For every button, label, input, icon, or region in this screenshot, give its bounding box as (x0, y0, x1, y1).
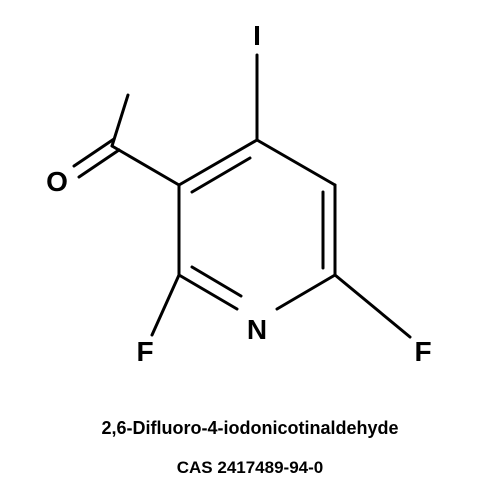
bond-fluorine-left (152, 275, 179, 335)
bond-carbonyl (74, 139, 114, 166)
atom-fluorine-right: F (414, 338, 431, 366)
bond-ring (257, 140, 335, 185)
atom-iodine: I (253, 22, 261, 50)
bond-ring-double (192, 267, 241, 296)
molecule-card: I O N F F 2,6-Difluoro-4-iodonicotinalde… (0, 0, 500, 500)
atom-fluorine-left: F (136, 338, 153, 366)
atom-nitrogen: N (247, 316, 267, 344)
bond-aldehyde-arm (112, 146, 179, 185)
compound-name: 2,6-Difluoro-4-iodonicotinaldehyde (0, 418, 500, 439)
cas-number: CAS 2417489-94-0 (0, 458, 500, 478)
bond-ring (277, 275, 335, 309)
bond-ring-double (192, 158, 250, 192)
bond-carbonyl (79, 150, 119, 177)
atom-oxygen: O (46, 168, 68, 196)
bond-fluorine-right (335, 275, 410, 337)
bond-ring (179, 275, 237, 309)
